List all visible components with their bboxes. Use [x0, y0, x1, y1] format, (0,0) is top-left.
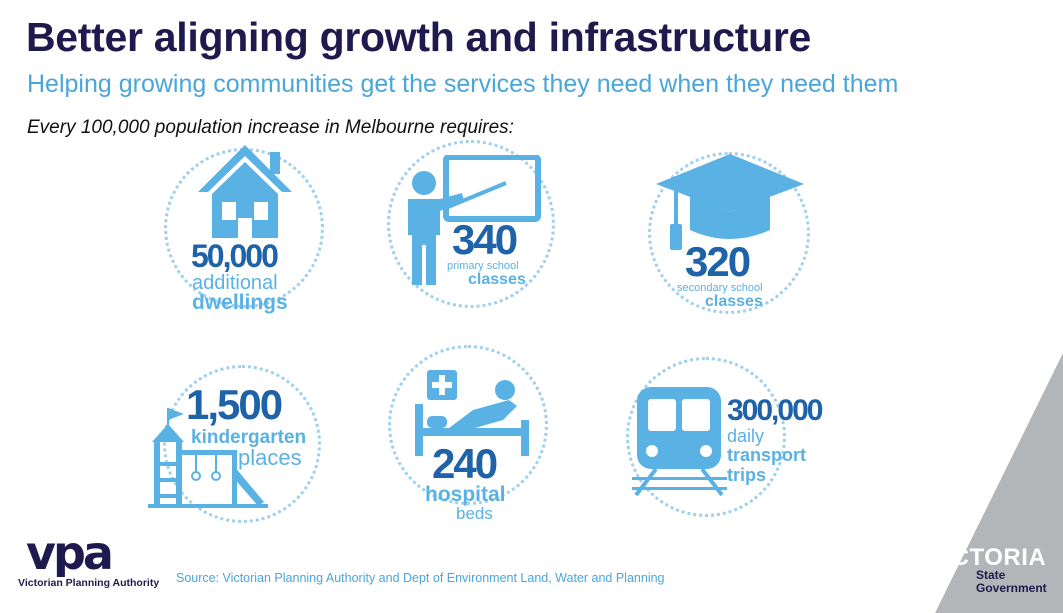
graduation-cap-icon	[656, 154, 804, 250]
victoria-triangle	[935, 353, 1063, 613]
transport-label-3: trips	[727, 465, 767, 485]
kinder-label-2: places	[238, 445, 302, 470]
kinder-circle	[163, 365, 321, 523]
victoria-state: State	[976, 568, 1006, 582]
page-subtitle: Helping growing communities get the serv…	[27, 70, 899, 98]
source-note: Source: Victorian Planning Authority and…	[176, 571, 665, 585]
primary-circle	[387, 140, 555, 308]
vpa-logo: vpa	[26, 533, 114, 577]
playground-icon	[148, 408, 268, 508]
secondary-label-1: secondary school	[677, 282, 763, 294]
primary-value: 340	[452, 216, 518, 263]
victoria-state-gov: State Government	[976, 568, 1047, 596]
train-icon	[632, 387, 727, 497]
secondary-label-2: classes	[705, 293, 763, 310]
primary-label-2: classes	[468, 271, 526, 288]
transport-label-1: daily	[727, 426, 765, 446]
hospital-label-1: hospital	[425, 483, 506, 506]
transport-circle	[626, 357, 786, 517]
hospital-value: 240	[432, 440, 498, 487]
secondary-circle	[648, 152, 810, 314]
kinder-value: 1,500	[186, 381, 283, 428]
transport-value: 300,000	[727, 394, 823, 427]
teacher-icon	[408, 155, 541, 285]
secondary-value: 320	[685, 238, 751, 285]
victoria-government: Government	[976, 581, 1047, 596]
intro-text: Every 100,000 population increase in Mel…	[27, 117, 514, 138]
transport-label-2: transport	[727, 445, 807, 465]
hospital-bed-icon	[415, 370, 529, 456]
house-icon	[198, 145, 292, 238]
dwellings-value: 50,000	[191, 238, 279, 274]
hospital-label-2: beds	[456, 504, 493, 523]
svg-text:vpa: vpa	[26, 533, 111, 577]
hospital-circle	[388, 345, 548, 505]
page-title: Better aligning growth and infrastructur…	[26, 14, 811, 60]
vpa-name: Victorian Planning Authority	[18, 577, 160, 589]
primary-label-1: primary school	[447, 260, 519, 272]
kinder-label-1: kindergarten	[191, 427, 307, 448]
dwellings-label-2: dwellings	[192, 291, 288, 314]
dwellings-label-1: additional	[192, 272, 278, 294]
victoria-logo-word: VICTORIA	[928, 544, 1047, 571]
